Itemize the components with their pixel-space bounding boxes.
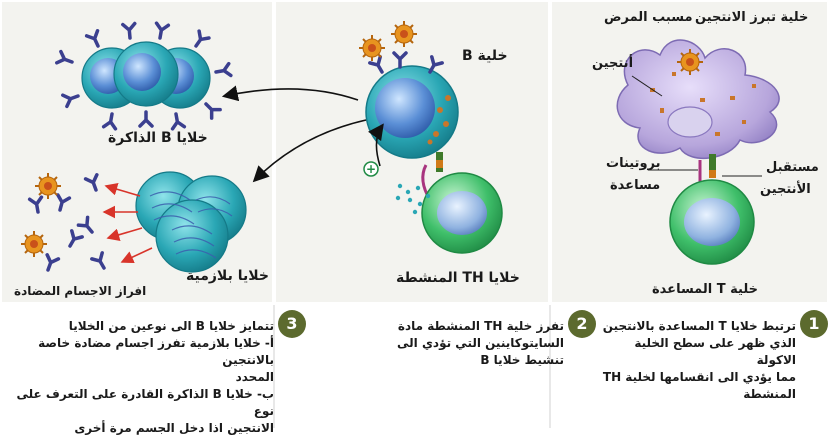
antigen-receptor <box>709 154 716 176</box>
antibody-icon <box>392 51 408 69</box>
memory-b-cells <box>81 41 211 109</box>
receptor-label-1: مستقبل <box>766 160 819 175</box>
secretion-arrows <box>102 183 153 264</box>
receptor-label-2: الأنتجين <box>760 182 811 197</box>
plasma-cells-label: خلايا بلازمية <box>186 268 269 284</box>
step-2-badge: 2 <box>568 310 596 338</box>
antibody-secretion-label: افراز الاجسام المضادة <box>14 284 147 298</box>
cytokine-dots <box>395 183 431 215</box>
helper-proteins-label-2: مساعدة <box>610 178 661 193</box>
panel-3-caption: تتمايز خلايا B الى نوعين من الخلايا أ- خ… <box>16 319 275 435</box>
th-cells-label: خلايا TH المنشطة <box>396 270 520 286</box>
to-plasma-arrow <box>252 119 367 183</box>
panel-1-caption: ترتبط خلايا T المساعدة بالانتجين الذي ظه… <box>602 319 796 401</box>
helper-proteins-label-1: بروتينات <box>606 156 661 171</box>
memory-cells-label: خلايا B الذاكرة <box>108 130 208 146</box>
diagram-artwork: + <box>20 20 780 428</box>
activated-th-cell <box>421 172 503 254</box>
panel-2-caption: تفرز خلية TH المنشطة مادة السايتوكاينين … <box>397 319 564 367</box>
apc-label: خلية تبرز الانتجين <box>695 10 809 25</box>
helper-t-cell <box>669 179 755 265</box>
antigen-presenting-cell <box>616 39 780 160</box>
activation-arrow <box>368 123 384 167</box>
antigen-label: أنتجين <box>592 56 634 71</box>
step-3-badge: 3 <box>278 310 306 338</box>
b-cell-label: خلية B <box>462 48 508 64</box>
svg-text:+: + <box>366 162 376 176</box>
to-memory-arrow <box>221 85 359 102</box>
pathogen-label: مسبب المرض <box>604 10 693 25</box>
t-cell-label: خلية T المساعدة <box>652 282 759 297</box>
b-cell <box>365 65 459 159</box>
step-1-badge: 1 <box>800 310 828 338</box>
plus-icon: + <box>363 161 379 177</box>
pathogen-icon <box>390 20 418 48</box>
plasma-cells <box>135 171 247 273</box>
pathogen-icon <box>20 230 48 258</box>
